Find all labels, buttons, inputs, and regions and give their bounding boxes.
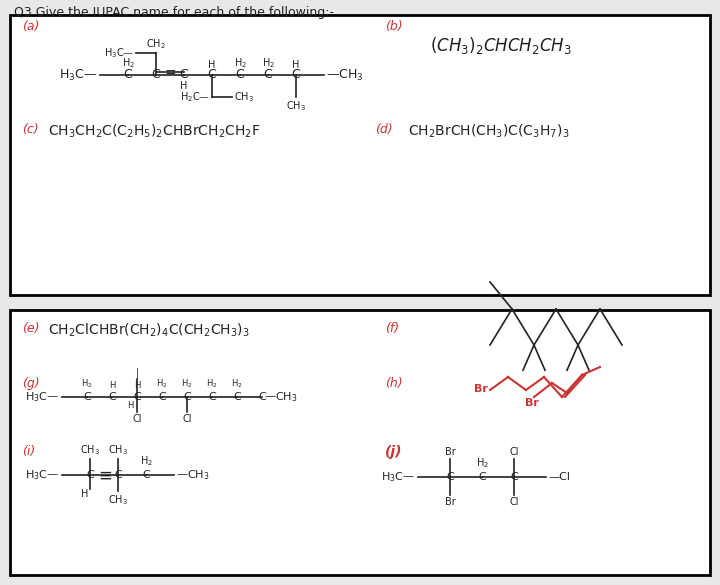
Text: H$_2$: H$_2$ [156, 377, 168, 390]
Text: Br: Br [525, 398, 539, 408]
Text: —CH$_3$: —CH$_3$ [176, 468, 210, 482]
Text: (a): (a) [22, 20, 40, 33]
Text: H$_2$: H$_2$ [181, 377, 193, 390]
Text: $\equiv$: $\equiv$ [95, 466, 113, 484]
Text: Cl: Cl [509, 497, 518, 507]
Text: =: = [164, 67, 176, 81]
Text: Cl: Cl [132, 414, 142, 424]
Text: C: C [446, 472, 454, 482]
Text: H$_2$: H$_2$ [122, 56, 135, 70]
Text: H$_2$: H$_2$ [140, 454, 153, 468]
Text: C: C [124, 68, 132, 81]
Text: Br: Br [474, 384, 488, 394]
Text: H: H [180, 81, 188, 91]
Text: H$_2$C—: H$_2$C— [180, 90, 210, 104]
Text: C: C [114, 470, 122, 480]
Text: H$_2$: H$_2$ [206, 377, 217, 390]
Text: —CH$_3$: —CH$_3$ [326, 67, 364, 82]
Text: CH$_3$: CH$_3$ [108, 493, 128, 507]
Text: C: C [235, 68, 244, 81]
Text: CH$_3$: CH$_3$ [286, 99, 306, 113]
Text: H: H [134, 381, 140, 390]
Text: Br: Br [445, 497, 455, 507]
Text: C: C [292, 68, 300, 81]
Text: CH$_3$: CH$_3$ [80, 443, 100, 457]
Text: H$_2$: H$_2$ [475, 456, 488, 470]
Text: C: C [158, 392, 166, 402]
Text: C: C [207, 68, 217, 81]
Text: Cl: Cl [182, 414, 192, 424]
Text: $(CH_3)_2CHCH_2CH_3$: $(CH_3)_2CHCH_2CH_3$ [430, 35, 572, 56]
Text: H$_3$C—: H$_3$C— [25, 468, 59, 482]
Text: C: C [108, 392, 116, 402]
Text: C: C [86, 470, 94, 480]
Text: H: H [81, 489, 88, 499]
Text: C: C [208, 392, 216, 402]
Text: Br: Br [445, 447, 455, 457]
Text: C: C [258, 392, 266, 402]
Text: H$_2$: H$_2$ [81, 377, 93, 390]
Text: (e): (e) [22, 322, 40, 335]
Text: (g): (g) [22, 377, 40, 390]
Text: (f): (f) [385, 322, 399, 335]
Text: H$_2$: H$_2$ [261, 56, 274, 70]
Text: |: | [135, 367, 139, 378]
Text: H: H [208, 60, 216, 70]
Text: (c): (c) [22, 123, 39, 136]
Text: C: C [152, 68, 161, 81]
Text: C: C [142, 470, 150, 480]
Text: H$_3$C—: H$_3$C— [59, 67, 97, 82]
Text: H: H [127, 401, 134, 410]
Text: Cl: Cl [509, 447, 518, 457]
Text: C: C [133, 392, 141, 402]
Text: —Cl: —Cl [548, 472, 570, 482]
Text: H: H [292, 60, 300, 70]
Text: (b): (b) [385, 20, 402, 33]
Text: C: C [83, 392, 91, 402]
Text: H: H [109, 381, 115, 390]
Bar [10, 310, 710, 575]
Text: $\mathrm{CH_3CH_2C(C_2H_5)_2CHBrCH_2CH_2F}$: $\mathrm{CH_3CH_2C(C_2H_5)_2CHBrCH_2CH_2… [48, 123, 261, 140]
Bar [10, 15, 710, 295]
Text: (d): (d) [375, 123, 392, 136]
Text: (j): (j) [385, 445, 402, 459]
Text: H$_3$C—: H$_3$C— [104, 46, 134, 60]
Text: C: C [179, 68, 189, 81]
Text: C: C [233, 392, 241, 402]
Text: (h): (h) [385, 377, 402, 390]
Text: H$_2$: H$_2$ [231, 377, 243, 390]
Text: CH$_3$: CH$_3$ [234, 90, 254, 104]
Text: H$_3$C—: H$_3$C— [381, 470, 415, 484]
Text: —CH$_3$: —CH$_3$ [264, 390, 297, 404]
Text: H$_2$: H$_2$ [233, 56, 246, 70]
Text: $\mathrm{CH_2BrCH(CH_3)C(C_3H_7)_3}$: $\mathrm{CH_2BrCH(CH_3)C(C_3H_7)_3}$ [408, 123, 570, 140]
Text: C: C [183, 392, 191, 402]
Text: $\mathrm{CH_2ClCHBr(CH_2)_4C(CH_2CH_3)_3}$: $\mathrm{CH_2ClCHBr(CH_2)_4C(CH_2CH_3)_3… [48, 322, 250, 339]
Text: H$_3$C—: H$_3$C— [25, 390, 59, 404]
Text: (i): (i) [22, 445, 35, 458]
Text: CH$_2$: CH$_2$ [146, 37, 166, 51]
Text: C: C [264, 68, 272, 81]
Text: Q3 Give the IUPAC name for each of the following:-: Q3 Give the IUPAC name for each of the f… [14, 6, 334, 19]
Text: C: C [478, 472, 486, 482]
Text: C: C [510, 472, 518, 482]
Text: CH$_3$: CH$_3$ [108, 443, 128, 457]
